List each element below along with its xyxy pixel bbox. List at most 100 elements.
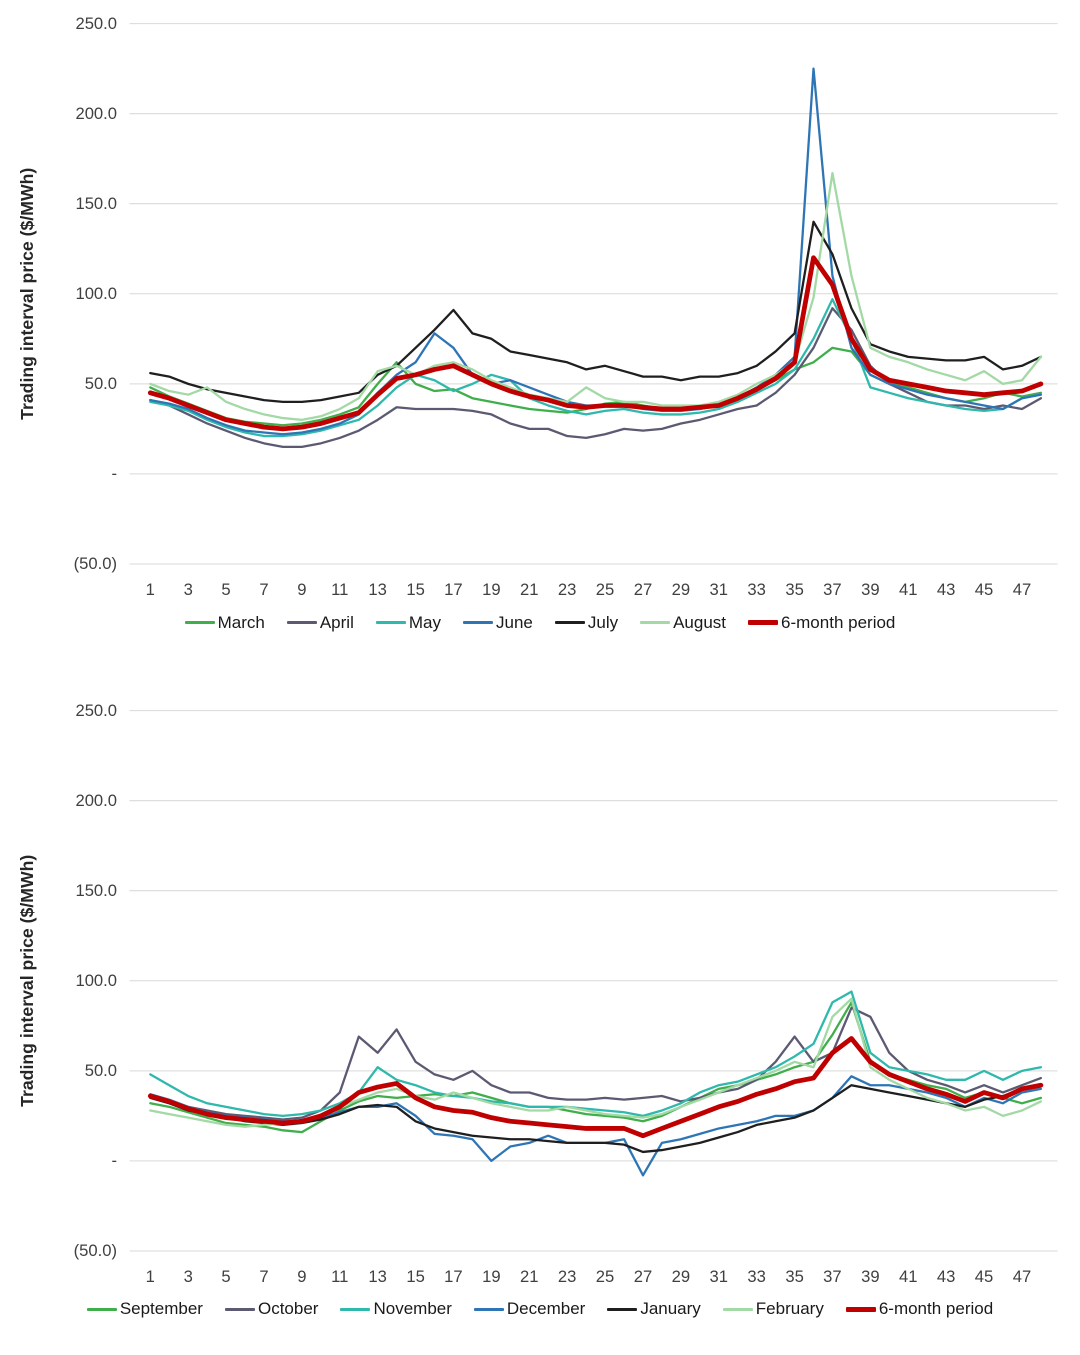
legend-label-may: May bbox=[408, 612, 441, 632]
x-tick-label: 35 bbox=[785, 580, 803, 599]
y-tick-label: 50.0 bbox=[85, 374, 117, 393]
x-tick-label: 19 bbox=[482, 1267, 500, 1286]
y-tick-label: 200.0 bbox=[75, 104, 117, 123]
y-tick-label: - bbox=[112, 1151, 118, 1170]
x-tick-label: 29 bbox=[672, 1267, 690, 1286]
x-tick-label: 7 bbox=[259, 1267, 268, 1286]
series-line-6-month-period bbox=[147, 1035, 1044, 1138]
x-tick-label: 5 bbox=[221, 580, 230, 599]
x-tick-label: 7 bbox=[259, 580, 268, 599]
legend-label-april: April bbox=[319, 612, 354, 632]
legend-swatch-april bbox=[286, 621, 317, 625]
y-tick-label: 250.0 bbox=[75, 701, 117, 720]
y-tick-label: 150.0 bbox=[75, 194, 117, 213]
x-tick-label: 39 bbox=[861, 1267, 879, 1286]
legend-label-june: June bbox=[495, 612, 533, 632]
legend-swatch-october bbox=[224, 1307, 255, 1311]
y-tick-label: 50.0 bbox=[85, 1061, 117, 1080]
series-line-june bbox=[149, 67, 1043, 436]
y-tick-label: (50.0) bbox=[74, 554, 117, 573]
chart-second-half-year: 250.0 200.0 150.0 100.0 50.0- (50.0) 1 3 5 7 9 11 13… bbox=[10, 695, 1070, 1320]
x-tick-label: 47 bbox=[1013, 580, 1031, 599]
legend-label-6-month-period: 6-month period bbox=[781, 612, 896, 632]
legend-swatch-december bbox=[473, 1307, 504, 1311]
x-tick-label: 29 bbox=[672, 580, 690, 599]
y-tick-label: (50.0) bbox=[74, 1241, 117, 1260]
x-tick-label: 27 bbox=[634, 1267, 652, 1286]
legend-swatch-september bbox=[86, 1307, 117, 1311]
x-tick-label: 43 bbox=[937, 580, 955, 599]
legend-swatch-november bbox=[340, 1307, 371, 1311]
x-tick-label: 3 bbox=[184, 580, 193, 599]
x-tick-label: 17 bbox=[444, 1267, 462, 1286]
x-tick-label: 11 bbox=[331, 1267, 348, 1286]
x-tick-label: 21 bbox=[520, 580, 538, 599]
legend-label-march: March bbox=[217, 612, 265, 632]
x-tick-label: 43 bbox=[937, 1267, 955, 1286]
y-tick-label: 150.0 bbox=[75, 881, 117, 900]
series-line-july bbox=[149, 220, 1043, 403]
x-tick-label: 17 bbox=[444, 580, 462, 599]
legend-item-september: September bbox=[86, 1299, 203, 1319]
x-tick-label: 3 bbox=[184, 1267, 193, 1286]
legend-label-january: January bbox=[640, 1299, 701, 1319]
x-tick-label: 33 bbox=[747, 1267, 765, 1286]
legend-swatch-february bbox=[722, 1307, 753, 1311]
legend-label-october: October bbox=[257, 1299, 319, 1319]
x-tick-label: 9 bbox=[297, 1267, 306, 1286]
y-tick-label: 100.0 bbox=[75, 971, 117, 990]
legend-item-june: June bbox=[462, 612, 533, 633]
legend-swatch-6-month-period bbox=[845, 1306, 876, 1312]
series-line-october bbox=[149, 1006, 1043, 1121]
x-tick-label: 13 bbox=[368, 580, 386, 599]
y-axis-title: Trading interval price ($/MWh) bbox=[17, 854, 37, 1106]
legend-item-august: August bbox=[640, 613, 726, 633]
x-tick-label: 5 bbox=[221, 1267, 230, 1286]
legend-label-6-month-period: 6-month period bbox=[878, 1299, 994, 1319]
legend-swatch-june bbox=[462, 621, 493, 625]
legend-label-september: September bbox=[119, 1299, 203, 1319]
legend-item-october: October bbox=[224, 1299, 319, 1319]
x-tick-label: 45 bbox=[975, 580, 993, 599]
x-tick-label: 35 bbox=[785, 1267, 803, 1286]
x-tick-label: 11 bbox=[331, 580, 348, 599]
legend-item-6-month-period: 6-month period bbox=[748, 613, 895, 633]
legend-swatch-august bbox=[640, 621, 671, 625]
legend-item-november: November bbox=[340, 1299, 452, 1319]
legend-item-december: December bbox=[473, 1299, 586, 1319]
legend-item-march: March bbox=[184, 612, 265, 633]
legend-swatch-january bbox=[607, 1307, 638, 1311]
x-tick-label: 15 bbox=[406, 580, 424, 599]
legend-swatch-march bbox=[184, 621, 215, 625]
series-line-august bbox=[149, 171, 1043, 421]
x-tick-label: 23 bbox=[558, 1267, 576, 1286]
x-tick-label: 31 bbox=[709, 580, 727, 599]
legend-label-july: July bbox=[587, 612, 619, 632]
series-line-february bbox=[149, 997, 1043, 1128]
series-line-may bbox=[149, 298, 1043, 438]
legend-swatch-july bbox=[554, 621, 585, 625]
legend-item-6-month-period: 6-month period bbox=[845, 1299, 994, 1319]
legend-item-may: May bbox=[375, 612, 441, 633]
x-tick-label: 45 bbox=[975, 1267, 993, 1286]
x-tick-label: 41 bbox=[899, 1267, 917, 1286]
legend-swatch-6-month-period bbox=[748, 620, 779, 626]
legend-item-january: January bbox=[607, 1299, 701, 1319]
x-tick-label: 21 bbox=[520, 1267, 538, 1286]
y-tick-label: 250.0 bbox=[75, 14, 117, 33]
legend-item-july: July bbox=[554, 612, 619, 633]
x-tick-label: 37 bbox=[823, 1267, 841, 1286]
x-tick-label: 9 bbox=[297, 580, 306, 599]
legend-item-april: April bbox=[286, 612, 354, 633]
legend-item-february: February bbox=[722, 1299, 824, 1319]
legend-label-december: December bbox=[506, 1299, 586, 1319]
x-tick-label: 1 bbox=[146, 580, 155, 599]
x-tick-label: 25 bbox=[596, 580, 614, 599]
x-tick-label: 47 bbox=[1013, 1267, 1031, 1286]
x-tick-label: 33 bbox=[747, 580, 765, 599]
x-tick-label: 15 bbox=[406, 1267, 424, 1286]
series-line-november bbox=[149, 990, 1043, 1117]
